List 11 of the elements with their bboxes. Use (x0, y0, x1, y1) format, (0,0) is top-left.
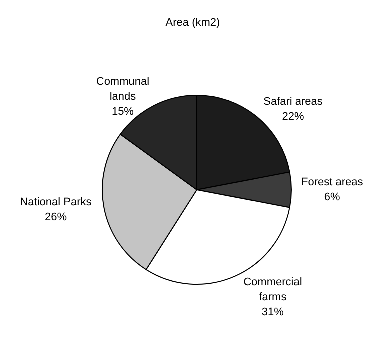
data-label: 31% (262, 306, 284, 319)
chart-title: Area (km2) (166, 17, 220, 30)
data-label: 15% (112, 106, 134, 118)
slice-label: National Parks (20, 196, 92, 209)
slice-label: Forest areas (302, 176, 364, 189)
slice-label: Commercial farms (244, 276, 302, 304)
slice-label: Safari areas (264, 96, 324, 108)
slice-label: Communal lands (96, 76, 150, 103)
data-label: 22% (282, 111, 304, 124)
data-label: 6% (324, 192, 341, 204)
data-label: 26% (44, 212, 68, 224)
